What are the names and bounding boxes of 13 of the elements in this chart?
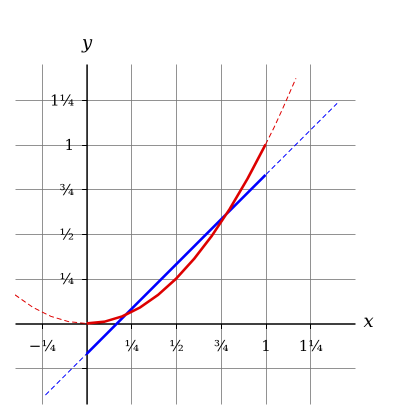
x-tick-label: ¼ bbox=[124, 336, 140, 355]
x-axis-title: x bbox=[364, 310, 374, 332]
y-tick-label: ¾ bbox=[60, 180, 75, 199]
x-tick-label: ½ bbox=[169, 336, 184, 355]
y-axis-title: y bbox=[80, 32, 93, 54]
x-tick-label: ¾ bbox=[214, 336, 230, 355]
x-tick-label: −¼ bbox=[28, 336, 56, 355]
y-tick-label: 1 bbox=[64, 136, 74, 154]
y-tick-label: ¼ bbox=[60, 270, 75, 288]
y-tick-label: 1¼ bbox=[50, 91, 75, 110]
y-tick-label: ½ bbox=[60, 226, 74, 244]
x-tick-label: 1 bbox=[261, 336, 271, 355]
x-tick-label: 1¼ bbox=[298, 336, 324, 355]
